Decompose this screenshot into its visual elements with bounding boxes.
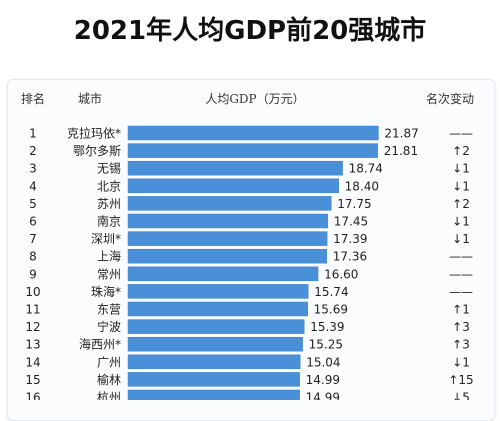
city-label: 南京 (97, 214, 121, 229)
bar (127, 389, 300, 400)
city-label: 苏州 (97, 197, 121, 211)
rank-change-label: ↓1 (452, 162, 470, 176)
rank-label: 14 (25, 355, 40, 369)
bar (127, 160, 343, 176)
value-label: 18.74 (349, 162, 383, 176)
value-label: 18.40 (345, 179, 379, 193)
rank-change-label: ↓1 (452, 232, 470, 246)
value-label: 15.04 (306, 355, 340, 369)
chart-rows: 1 克拉玛依* 21.87 —— 2 鄂尔多斯 21.81 ↑2 3 无锡 18.74 ↓1 4 北京 18… (25, 125, 474, 401)
city-label: 宁波 (97, 319, 121, 334)
rank-change-label: —— (449, 285, 473, 299)
bar (127, 336, 303, 352)
value-label: 14.99 (306, 391, 340, 401)
value-label: 17.36 (333, 250, 367, 264)
bar (127, 266, 319, 282)
rank-change-label: ↑3 (452, 320, 470, 334)
bar (127, 178, 339, 194)
header-value: 人均GDP（万元） (205, 92, 304, 106)
rank-label: 1 (29, 127, 37, 141)
bar (127, 248, 328, 264)
header-rank: 排名 (21, 91, 45, 106)
rank-change-label: —— (449, 127, 473, 141)
bar (127, 319, 305, 334)
rank-change-label: ↓1 (452, 215, 470, 229)
value-label: 17.75 (337, 197, 371, 211)
city-label: 鄂尔多斯 (73, 143, 121, 158)
city-label: 杭州 (97, 390, 121, 401)
value-label: 15.25 (309, 338, 343, 352)
rank-label: 9 (29, 267, 37, 281)
value-label: 15.69 (314, 303, 348, 317)
chart-title: 2021年人均GDP前20强城市 (73, 16, 427, 46)
bar (127, 125, 379, 141)
rank-label: 4 (29, 179, 37, 193)
rank-label: 3 (29, 162, 37, 176)
city-label: 无锡 (97, 161, 121, 176)
rank-change-label: ↑2 (452, 197, 470, 211)
rank-change-label: ↑2 (452, 144, 470, 158)
rank-change-label: ↓5 (452, 391, 470, 401)
rank-change-label: ↓1 (452, 355, 470, 369)
value-label: 15.39 (310, 320, 344, 334)
value-label: 21.81 (384, 144, 418, 158)
bar (127, 143, 378, 158)
city-label: 榆林 (97, 372, 121, 387)
header-change: 名次变动 (426, 91, 474, 106)
bar (127, 196, 332, 211)
city-label: 北京 (97, 179, 121, 193)
city-label: 常州 (97, 267, 121, 281)
bar (127, 372, 300, 387)
city-label: 东营 (97, 303, 121, 317)
city-label: 深圳* (91, 232, 121, 246)
bar (127, 284, 309, 299)
rank-label: 8 (29, 250, 37, 264)
rank-change-label: —— (449, 250, 473, 264)
ranking-bar-chart: 排名 城市 人均GDP（万元） 名次变动 1 克拉玛依* 21.87 —— 2 鄂尔多斯 2… (21, 91, 474, 401)
value-label: 14.99 (306, 373, 340, 387)
bar (127, 231, 328, 246)
rank-label: 6 (29, 215, 37, 229)
rank-label: 10 (25, 285, 40, 299)
rank-label: 11 (25, 303, 40, 317)
value-label: 17.45 (334, 215, 368, 229)
value-label: 16.60 (324, 267, 358, 281)
value-label: 15.74 (314, 285, 348, 299)
header-city: 城市 (78, 91, 102, 106)
value-label: 21.87 (384, 127, 418, 141)
city-label: 海西州* (79, 337, 121, 352)
rank-change-label: ↓1 (452, 179, 470, 193)
city-label: 广州 (97, 355, 121, 369)
rank-label: 16 (25, 391, 40, 401)
rank-change-label: ↑1 (452, 303, 470, 317)
rank-change-label: —— (449, 267, 473, 281)
rank-label: 5 (29, 197, 37, 211)
rank-change-label: ↑3 (452, 338, 470, 352)
rank-label: 2 (29, 144, 37, 158)
bar (127, 354, 301, 370)
bar (127, 301, 308, 317)
rank-label: 12 (25, 320, 40, 334)
city-label: 珠海* (91, 284, 121, 299)
bar (127, 213, 329, 229)
rank-label: 7 (29, 232, 37, 246)
city-label: 克拉玛依* (67, 126, 121, 141)
value-label: 17.39 (333, 232, 367, 246)
city-label: 上海 (97, 249, 121, 264)
rank-label: 15 (25, 373, 40, 387)
rank-change-label: ↑15 (448, 373, 473, 387)
rank-label: 13 (25, 338, 40, 352)
